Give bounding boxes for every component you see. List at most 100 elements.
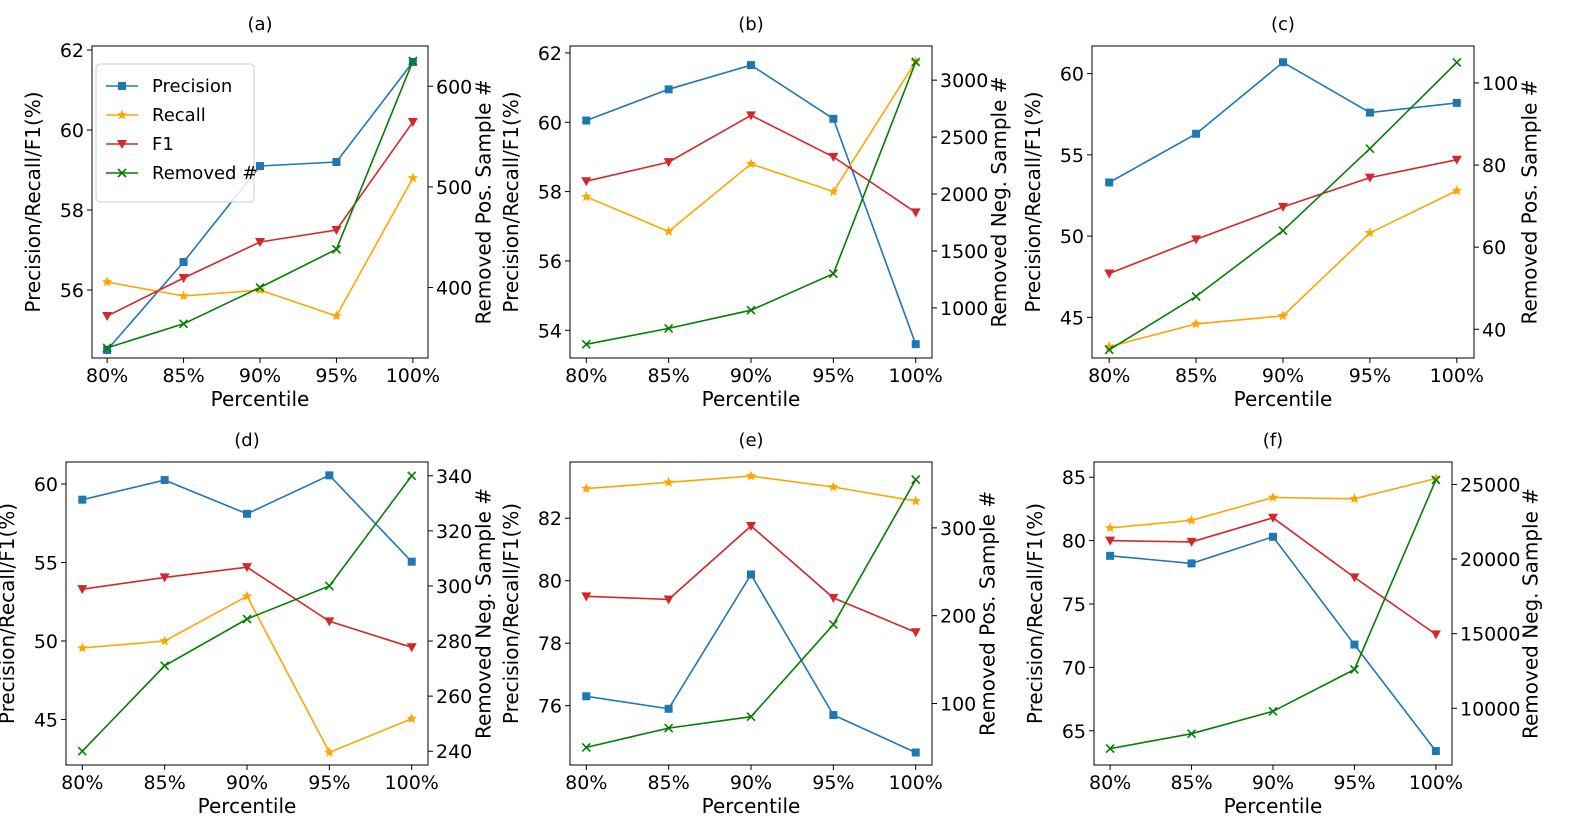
point-recall — [828, 186, 839, 196]
x-tick-label: 85% — [648, 772, 690, 794]
y2-axis-label: Removed Neg. Sample # — [472, 488, 496, 739]
point-recall — [581, 483, 592, 493]
panel-title: (f) — [1263, 430, 1283, 451]
point-removed — [581, 742, 591, 753]
y-tick-label: 62 — [60, 40, 84, 62]
y2-tick-label: 500 — [436, 177, 472, 199]
panel-title: (d) — [234, 430, 259, 451]
point-removed — [664, 723, 674, 733]
point-f1 — [159, 573, 170, 583]
y-tick-label: 55 — [34, 552, 58, 574]
point-f1 — [663, 158, 674, 168]
y-tick-label: 45 — [1060, 307, 1084, 329]
point-recall — [581, 191, 592, 202]
y2-tick-label: 260 — [436, 686, 472, 708]
x-tick-label: 90% — [730, 365, 772, 387]
point-removed — [581, 339, 591, 349]
y-tick-label: 65 — [1062, 721, 1086, 743]
x-tick-label: 80% — [565, 772, 607, 794]
y-tick-label: 56 — [60, 280, 84, 302]
point-precision — [1431, 747, 1440, 756]
legend-label: Removed # — [152, 163, 257, 184]
point-removed — [1104, 345, 1114, 355]
legend-item-recall: Recall — [106, 105, 206, 126]
x-tick-label: 95% — [812, 772, 854, 794]
point-recall — [1451, 185, 1462, 196]
y-tick-label: 60 — [34, 474, 58, 496]
y2-tick-label: 2000 — [940, 184, 988, 206]
y2-tick-label: 25000 — [1460, 474, 1520, 496]
legend-marker — [116, 109, 128, 120]
y-tick-label: 45 — [34, 709, 58, 731]
point-removed — [1268, 706, 1278, 716]
point-recall — [77, 642, 88, 653]
y-tick-label: 50 — [1060, 226, 1084, 248]
panel-e: (e) 80% 85% 90% 95% 100% 76 78 80 82 100 200 300 Perc… — [499, 430, 1000, 818]
x-tick-label: 80% — [1089, 772, 1131, 794]
point-recall — [1104, 341, 1115, 352]
point-recall — [1186, 514, 1197, 525]
point-removed — [178, 319, 189, 329]
y-axis-label: Precision/Recall/F1(%) — [1021, 91, 1045, 312]
series-line-removed — [586, 61, 917, 346]
point-f1 — [910, 628, 921, 638]
legend: Precision Recall F1 Removed # — [95, 63, 257, 203]
point-precision — [332, 158, 341, 166]
point-precision — [747, 61, 755, 70]
y2-tick-label: 100 — [940, 694, 976, 716]
plot-frame — [569, 461, 933, 766]
point-recall — [101, 276, 113, 287]
y-tick-label: 60 — [538, 112, 562, 134]
y2-tick-label: 10000 — [1460, 698, 1520, 720]
point-precision — [829, 711, 838, 720]
point-removed — [1431, 475, 1441, 485]
y2-tick-label: 3000 — [940, 70, 988, 92]
point-recall — [178, 290, 189, 301]
y2-tick-label: 100 — [1482, 73, 1518, 95]
series-line-precision — [1108, 61, 1457, 184]
point-recall — [1104, 522, 1116, 533]
plot-frame — [1093, 461, 1453, 766]
series-line-recall — [585, 61, 917, 233]
point-recall — [324, 746, 335, 757]
y2-tick-label: 1000 — [940, 298, 988, 320]
point-f1 — [242, 563, 252, 573]
y2-tick-label: 240 — [436, 741, 472, 763]
x-tick-label: 90% — [239, 365, 281, 387]
point-precision — [1452, 98, 1461, 107]
point-recall — [663, 476, 674, 487]
point-f1 — [663, 595, 674, 605]
point-recall — [1364, 227, 1376, 238]
x-tick-label: 80% — [565, 365, 607, 387]
y-tick-label: 85 — [1062, 467, 1086, 489]
panel-d: (d) 80% 85% 90% 95% 100% 45 50 55 60 240 260 280 300 3… — [0, 430, 496, 818]
x-tick-label: 100% — [1430, 365, 1484, 387]
point-precision — [664, 85, 673, 94]
point-f1 — [1278, 202, 1288, 212]
legend-item-removed: Removed # — [106, 163, 257, 184]
series-line-removed — [586, 479, 917, 749]
point-precision — [1187, 559, 1196, 568]
point-removed — [1105, 744, 1115, 754]
point-recall — [407, 172, 419, 183]
point-recall — [745, 470, 757, 481]
y-tick-label: 75 — [1062, 594, 1086, 616]
x-axis-label: Percentile — [198, 794, 297, 818]
point-removed — [408, 56, 418, 66]
panel-b: (b) 80% 85% 90% 95% 100% 54 56 58 60 62 1000 1500 200… — [499, 14, 1011, 411]
y2-tick-label: 320 — [436, 521, 472, 543]
y-tick-label: 54 — [538, 320, 562, 342]
x-tick-label: 80% — [86, 365, 128, 387]
point-f1 — [828, 152, 839, 162]
point-recall — [159, 635, 170, 646]
point-precision — [256, 162, 264, 170]
x-tick-label: 100% — [1409, 772, 1463, 794]
point-removed — [1349, 664, 1360, 675]
point-precision — [582, 692, 591, 701]
y-tick-label: 80 — [1062, 531, 1086, 553]
x-axis-label: Percentile — [702, 794, 801, 818]
y2-axis-label: Removed Neg. Sample # — [1519, 488, 1543, 739]
x-tick-label: 90% — [226, 772, 268, 794]
legend-label: Precision — [152, 76, 232, 97]
y-axis-label: Precision/Recall/F1(%) — [499, 91, 523, 312]
